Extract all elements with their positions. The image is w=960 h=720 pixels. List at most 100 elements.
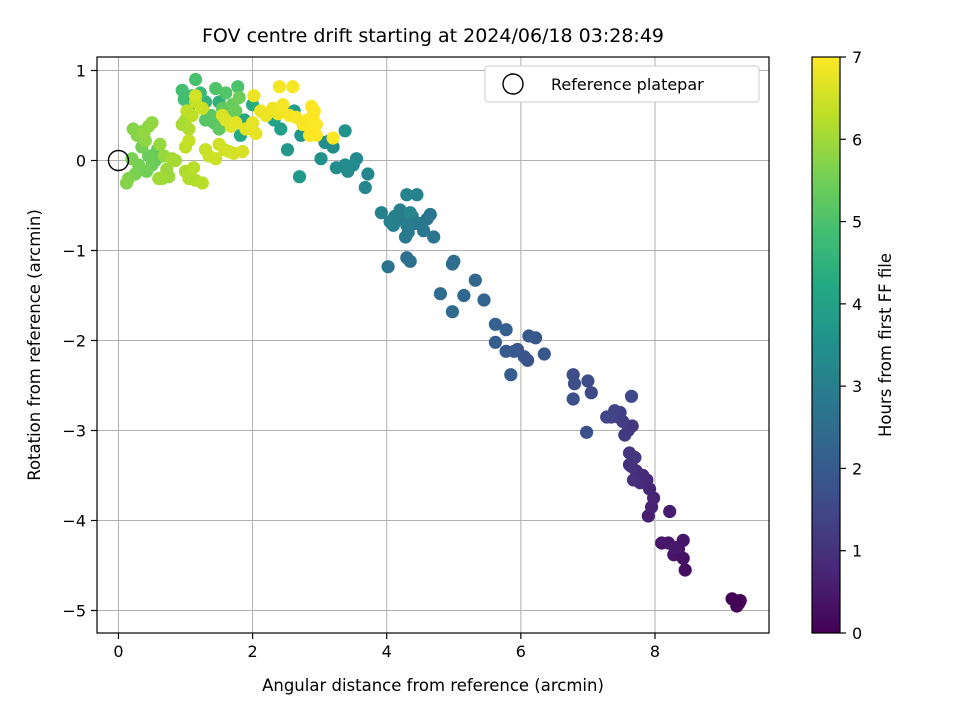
data-point — [668, 540, 682, 555]
x-tick-label: 2 — [247, 642, 257, 661]
data-point — [189, 72, 203, 87]
data-point — [410, 188, 424, 202]
data-point — [580, 425, 594, 439]
data-points — [119, 72, 747, 613]
data-point — [212, 122, 226, 136]
data-point — [137, 126, 151, 141]
x-tick-label: 4 — [382, 642, 392, 661]
data-point — [195, 101, 209, 115]
data-point — [280, 143, 295, 157]
data-point — [247, 89, 261, 103]
data-point — [600, 410, 614, 424]
y-tick-label: 1 — [76, 62, 86, 81]
data-point — [314, 152, 328, 166]
data-point — [155, 171, 169, 186]
data-point — [626, 473, 641, 487]
colorbar-tick-label: 7 — [852, 48, 862, 67]
legend-box — [484, 65, 760, 103]
data-point — [618, 428, 632, 442]
colorbar-frame — [811, 56, 841, 634]
data-point — [358, 180, 372, 195]
x-tick-label: 6 — [516, 642, 526, 661]
data-point — [624, 389, 639, 403]
y-axis-label: Rotation from reference (arcmin) — [25, 209, 44, 481]
colorbar: 0 1 2 3 4 5 6 7 Hours from first FF file — [811, 48, 895, 643]
data-point — [663, 504, 677, 519]
data-point — [398, 230, 413, 244]
reference-platepar-marker — [107, 149, 130, 172]
data-point — [274, 122, 288, 136]
axis-ticks: 0 2 4 6 810−1−2−3−4−5 — [62, 62, 660, 662]
legend: Reference platepar — [484, 65, 760, 103]
data-point — [329, 161, 343, 175]
data-point — [522, 329, 536, 343]
legend-marker-icon — [502, 73, 524, 95]
colorbar-tick-label: 1 — [852, 542, 862, 561]
data-point — [276, 98, 290, 112]
data-point — [383, 215, 397, 229]
x-tick-label: 8 — [650, 642, 660, 661]
data-point — [374, 206, 388, 220]
y-tick-label: −3 — [62, 422, 86, 441]
data-point — [468, 273, 482, 287]
colorbar-bar — [812, 57, 840, 633]
data-point — [309, 128, 323, 142]
data-point — [445, 305, 459, 319]
data-point — [235, 144, 250, 159]
data-point — [195, 176, 209, 190]
data-point — [427, 230, 441, 244]
data-point — [175, 83, 189, 97]
data-point — [488, 335, 502, 349]
data-point — [403, 206, 417, 220]
data-point — [400, 251, 414, 265]
data-point — [417, 224, 431, 238]
data-point — [499, 344, 513, 358]
data-point — [733, 594, 747, 608]
data-point — [381, 260, 395, 274]
colorbar-tick-label: 3 — [852, 377, 862, 396]
y-tick-label: −4 — [62, 512, 86, 531]
data-point — [537, 347, 551, 361]
y-tick-label: −1 — [62, 242, 86, 261]
data-point — [338, 124, 352, 138]
data-point — [305, 99, 319, 114]
data-point — [433, 287, 447, 301]
data-point — [272, 80, 286, 94]
colorbar-ticks: 0 1 2 3 4 5 6 7 — [840, 48, 862, 643]
data-point — [499, 323, 513, 337]
data-point — [231, 80, 245, 94]
x-tick-label: 0 — [113, 642, 123, 661]
data-point — [286, 80, 300, 94]
data-point — [361, 167, 375, 181]
y-tick-label: −2 — [62, 332, 86, 351]
data-point — [187, 161, 201, 175]
data-point — [445, 257, 459, 271]
data-point — [400, 188, 414, 202]
data-point — [229, 116, 243, 130]
data-point — [182, 134, 196, 148]
data-point — [209, 81, 223, 96]
data-point — [125, 152, 139, 166]
data-point — [678, 563, 692, 577]
data-point — [488, 317, 502, 331]
data-point — [229, 104, 243, 118]
colorbar-tick-label: 2 — [852, 459, 862, 478]
data-point — [423, 207, 437, 222]
data-point — [219, 86, 233, 100]
data-point — [326, 131, 340, 145]
data-point — [168, 153, 183, 168]
data-point — [292, 170, 307, 184]
data-point — [246, 116, 260, 130]
data-point — [153, 137, 167, 151]
data-point — [504, 368, 518, 382]
colorbar-tick-label: 5 — [852, 213, 862, 232]
chart-title: FOV centre drift starting at 2024/06/18 … — [202, 25, 664, 47]
data-point — [566, 392, 580, 406]
data-point — [622, 446, 637, 460]
data-point — [581, 374, 595, 388]
data-point — [584, 386, 598, 400]
legend-label: Reference platepar — [551, 75, 704, 94]
data-point — [145, 116, 159, 130]
data-point — [517, 350, 531, 364]
